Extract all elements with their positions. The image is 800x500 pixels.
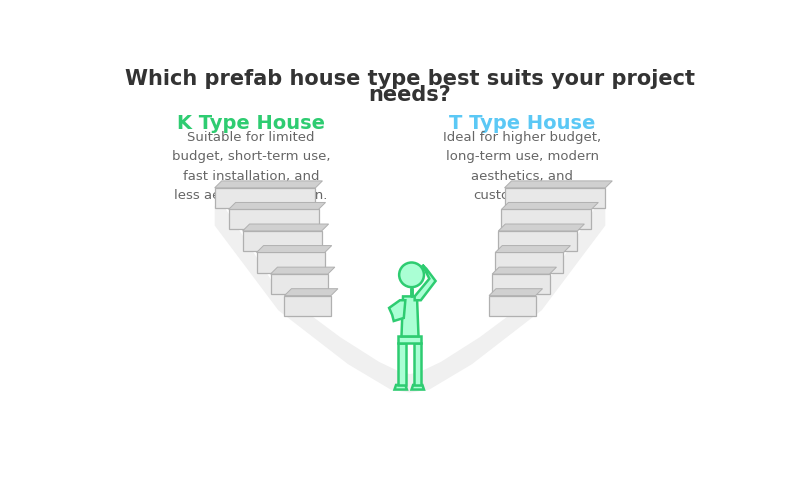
Polygon shape: [411, 385, 424, 390]
Polygon shape: [242, 224, 329, 231]
Polygon shape: [502, 202, 598, 209]
Text: Ideal for higher budget,
long-term use, modern
aesthetics, and
customization.: Ideal for higher budget, long-term use, …: [443, 131, 602, 202]
Bar: [242, 231, 322, 251]
Bar: [489, 296, 535, 316]
Polygon shape: [257, 246, 332, 252]
Bar: [270, 274, 328, 294]
Text: Suitable for limited
budget, short-term use,
fast installation, and
less aesthet: Suitable for limited budget, short-term …: [172, 131, 330, 202]
Polygon shape: [414, 265, 435, 300]
Bar: [498, 231, 578, 251]
Polygon shape: [398, 336, 421, 342]
Polygon shape: [398, 342, 406, 385]
Polygon shape: [495, 246, 570, 252]
Bar: [285, 296, 331, 316]
Polygon shape: [285, 288, 338, 296]
Text: Which prefab house type best suits your project: Which prefab house type best suits your …: [125, 69, 695, 89]
Bar: [495, 252, 563, 272]
Polygon shape: [214, 181, 322, 188]
Bar: [505, 188, 606, 208]
Polygon shape: [498, 224, 584, 231]
Polygon shape: [402, 296, 418, 337]
Polygon shape: [505, 181, 612, 188]
Polygon shape: [389, 300, 406, 321]
Text: needs?: needs?: [369, 84, 451, 104]
Text: T Type House: T Type House: [449, 114, 595, 133]
Polygon shape: [214, 206, 606, 392]
Polygon shape: [414, 342, 421, 385]
Polygon shape: [394, 385, 407, 390]
Text: K Type House: K Type House: [177, 114, 325, 133]
Circle shape: [399, 262, 424, 287]
Polygon shape: [270, 267, 335, 274]
Polygon shape: [489, 288, 542, 296]
Bar: [214, 188, 315, 208]
Bar: [229, 210, 318, 230]
Polygon shape: [229, 202, 326, 209]
Bar: [257, 252, 325, 272]
Polygon shape: [492, 267, 557, 274]
Bar: [492, 274, 550, 294]
Bar: [502, 210, 591, 230]
